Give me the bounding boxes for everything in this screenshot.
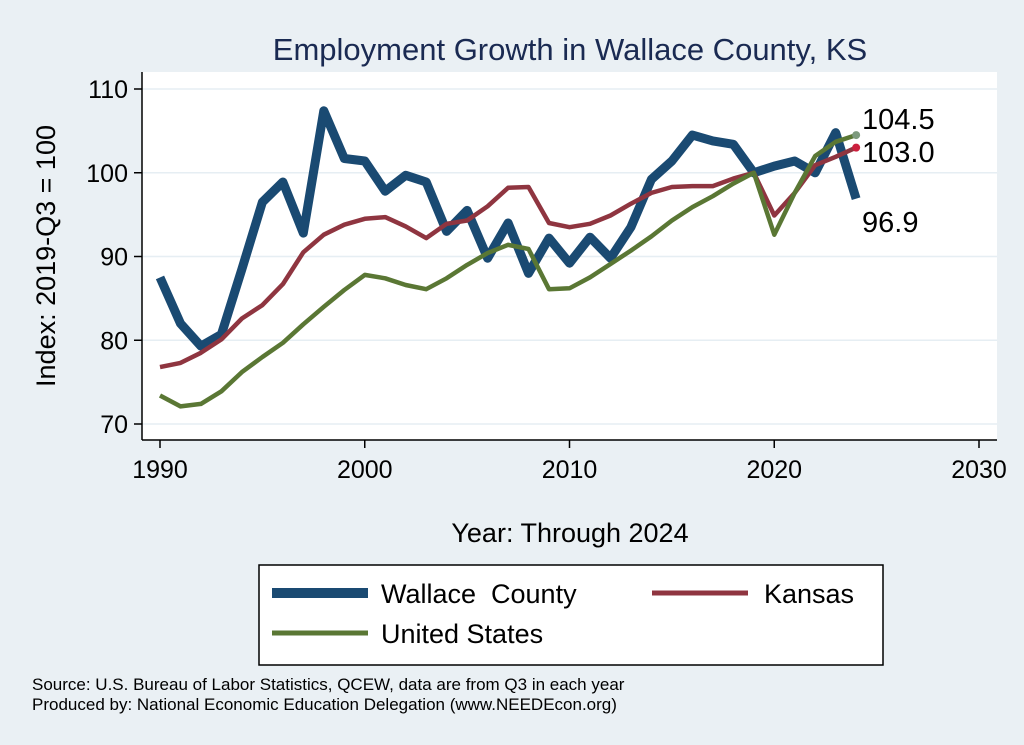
- producer-note: Produced by: National Economic Education…: [32, 695, 617, 714]
- series-line-united-states: [158, 132, 857, 409]
- y-tick-label-70: 70: [100, 411, 128, 439]
- end-label-wallace-county: 96.9: [862, 207, 918, 239]
- source-note: Source: U.S. Bureau of Labor Statistics,…: [32, 675, 625, 694]
- x-tick-label-1990: 1990: [132, 456, 188, 484]
- y-tick-label-80: 80: [100, 327, 128, 355]
- legend-label-wallace: Wallace County: [381, 579, 577, 609]
- legend-label-us: United States: [381, 619, 543, 649]
- chart-title: Employment Growth in Wallace County, KS: [273, 32, 867, 67]
- y-ticks: 70 80 90 100 110: [86, 76, 142, 439]
- y-axis-title: Index: 2019-Q3 = 100: [31, 125, 61, 387]
- end-marker-kansas: [852, 143, 861, 152]
- x-tick-label-2020: 2020: [746, 456, 802, 484]
- x-tick-label-2010: 2010: [542, 456, 598, 484]
- x-tick-label-2030: 2030: [951, 456, 1007, 484]
- end-label-united-states: 104.5: [862, 104, 935, 136]
- y-tick-label-100: 100: [86, 160, 128, 188]
- y-tick-label-110: 110: [88, 76, 128, 104]
- series-line-kansas: [159, 145, 858, 370]
- end-marker-united-states: [852, 131, 861, 140]
- legend-label-kansas: Kansas: [764, 579, 854, 609]
- end-label-kansas: 103.0: [862, 137, 935, 169]
- x-tick-label-2000: 2000: [337, 456, 393, 484]
- series-lines: [155, 106, 861, 409]
- legend-box: [258, 564, 884, 666]
- series-line-wallace-county: [155, 106, 861, 351]
- x-axis-title: Year: Through 2024: [451, 518, 688, 548]
- legend: Wallace County Kansas United States: [258, 564, 884, 666]
- y-tick-label-90: 90: [100, 244, 128, 272]
- x-ticks: 1990 2000 2010 2020 2030: [132, 440, 1007, 484]
